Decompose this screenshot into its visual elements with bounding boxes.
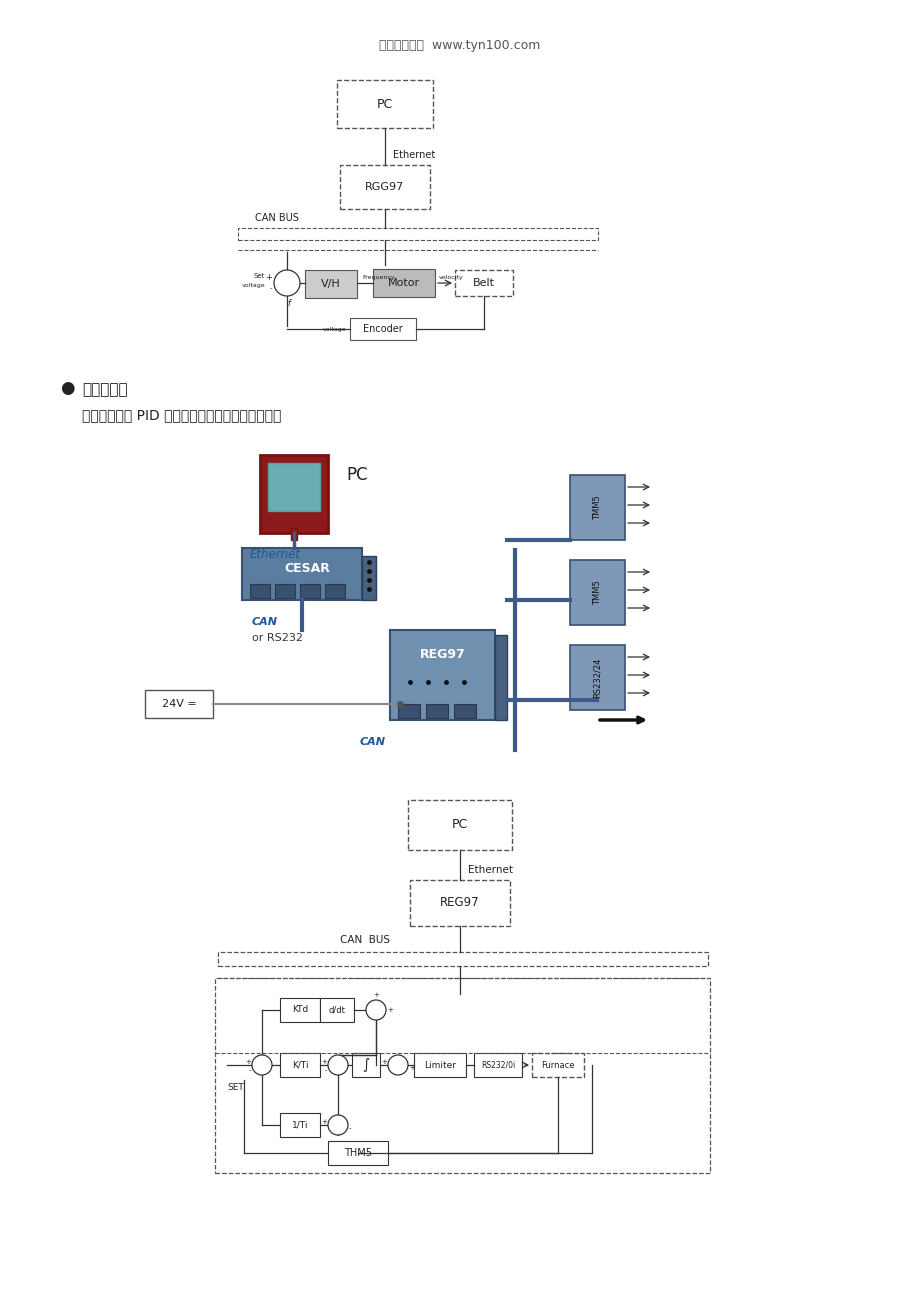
Bar: [275, 585, 295, 598]
Text: TMM5: TMM5: [593, 495, 601, 519]
Text: 太阳能关系网  www.tyn100.com: 太阳能关系网 www.tyn100.com: [379, 39, 540, 52]
Bar: [349, 318, 415, 340]
Text: CAN BUS: CAN BUS: [255, 214, 299, 223]
Bar: [425, 704, 448, 717]
Text: +: +: [409, 1065, 414, 1072]
Text: -: -: [248, 1068, 251, 1073]
Text: CAN: CAN: [252, 617, 278, 628]
Text: KTd: KTd: [291, 1005, 308, 1014]
Bar: [340, 165, 429, 210]
Bar: [260, 454, 328, 533]
Text: d/dt: d/dt: [328, 1005, 345, 1014]
Bar: [361, 556, 376, 600]
Text: +: +: [373, 992, 379, 999]
Text: PC: PC: [346, 466, 368, 484]
Text: RS232/0i: RS232/0i: [481, 1061, 515, 1069]
Bar: [473, 1053, 521, 1077]
Bar: [336, 79, 433, 128]
Text: PC: PC: [377, 98, 392, 111]
Circle shape: [366, 1000, 386, 1019]
Bar: [372, 270, 435, 297]
Text: +: +: [321, 1118, 326, 1125]
Circle shape: [274, 270, 300, 296]
Text: PC: PC: [451, 819, 468, 832]
Text: Motor: Motor: [388, 279, 420, 288]
Bar: [279, 1113, 320, 1137]
Bar: [290, 529, 297, 540]
Circle shape: [328, 1055, 347, 1075]
Circle shape: [328, 1115, 347, 1135]
Text: Ethernet: Ethernet: [392, 150, 435, 160]
Bar: [453, 704, 475, 717]
Text: CAN: CAN: [359, 737, 386, 747]
Text: 1/Ti: 1/Ti: [291, 1121, 308, 1130]
Text: -: -: [324, 1068, 326, 1073]
Bar: [267, 464, 320, 510]
Bar: [238, 228, 597, 240]
Bar: [531, 1053, 584, 1077]
Text: V/H: V/H: [321, 279, 341, 289]
Text: ∫: ∫: [362, 1059, 369, 1072]
Text: voltage: voltage: [241, 284, 265, 289]
Text: REG97: REG97: [439, 897, 480, 910]
Text: REG97: REG97: [420, 648, 465, 661]
Text: velocity: velocity: [438, 275, 463, 280]
Text: K/Ti: K/Ti: [291, 1061, 308, 1069]
Bar: [414, 1053, 466, 1077]
Bar: [279, 1053, 320, 1077]
Text: +: +: [387, 1006, 392, 1013]
Text: 24V =: 24V =: [162, 699, 196, 710]
Text: Ethernet: Ethernet: [468, 865, 513, 875]
Text: Set: Set: [254, 273, 265, 279]
Bar: [407, 799, 512, 850]
Text: Limiter: Limiter: [424, 1061, 456, 1069]
Text: TMM5: TMM5: [593, 581, 601, 605]
Bar: [305, 270, 357, 298]
Text: Ethernet: Ethernet: [250, 548, 301, 561]
Bar: [410, 880, 509, 926]
Text: 温度控制采用 PID 控制，系统构成控制框图如下：: 温度控制采用 PID 控制，系统构成控制框图如下：: [82, 408, 281, 422]
Bar: [570, 560, 624, 625]
Bar: [390, 630, 494, 720]
Text: Furnace: Furnace: [540, 1061, 574, 1069]
Text: Encoder: Encoder: [363, 324, 403, 335]
Text: RGG97: RGG97: [365, 182, 404, 191]
Bar: [215, 978, 709, 1173]
Bar: [324, 585, 345, 598]
Bar: [328, 1141, 388, 1165]
Bar: [398, 704, 420, 717]
Text: +: +: [380, 1059, 387, 1065]
Circle shape: [252, 1055, 272, 1075]
Bar: [494, 635, 506, 720]
Text: THM5: THM5: [344, 1148, 371, 1157]
Text: +: +: [265, 273, 272, 283]
Text: ●: ●: [60, 379, 74, 397]
Bar: [300, 585, 320, 598]
Bar: [145, 690, 213, 717]
Text: Frequency: Frequency: [361, 276, 394, 280]
Bar: [218, 952, 708, 966]
Bar: [250, 585, 269, 598]
Circle shape: [388, 1055, 407, 1075]
Bar: [570, 475, 624, 540]
Bar: [320, 999, 354, 1022]
Text: +: +: [244, 1059, 251, 1065]
Text: SET: SET: [227, 1083, 244, 1092]
Text: -: -: [348, 1125, 351, 1131]
Text: f: f: [287, 299, 290, 309]
Text: voltage: voltage: [322, 327, 346, 332]
Text: 温度控系统: 温度控系统: [82, 383, 128, 397]
Text: CESAR: CESAR: [284, 561, 330, 574]
Text: Belt: Belt: [472, 279, 494, 288]
Text: RS232/24: RS232/24: [593, 658, 601, 698]
Bar: [279, 999, 320, 1022]
Text: +: +: [321, 1059, 326, 1065]
Text: or RS232: or RS232: [252, 633, 302, 643]
Text: -: -: [269, 285, 272, 292]
Text: CAN  BUS: CAN BUS: [340, 935, 390, 945]
Bar: [352, 1053, 380, 1077]
Bar: [570, 644, 624, 710]
Bar: [242, 548, 361, 600]
Bar: [455, 270, 513, 296]
